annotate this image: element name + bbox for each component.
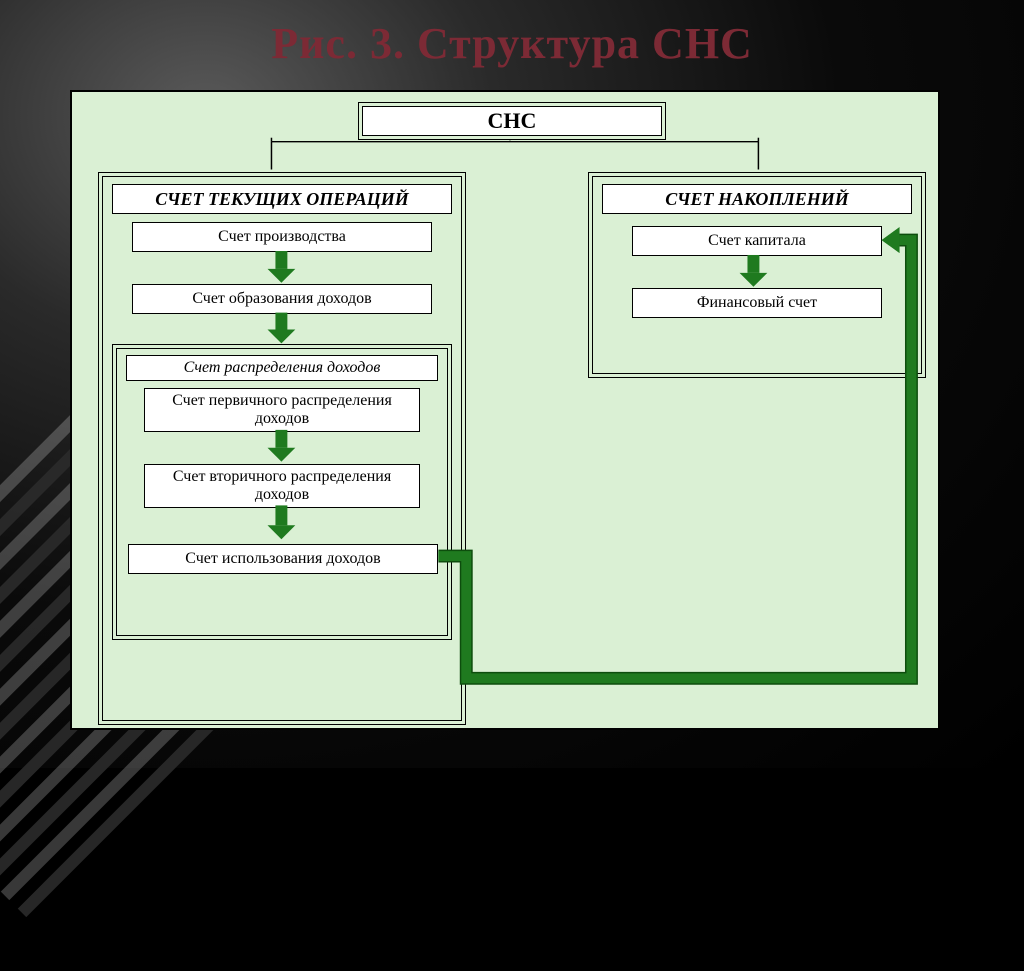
box-capital: Счет капитала (632, 226, 882, 256)
box-primary-label: Счет первичного распределения доходов (151, 392, 413, 429)
box-income-formation: Счет образования доходов (132, 284, 432, 314)
box-production: Счет производства (132, 222, 432, 252)
box-income-formation-label: Счет образования доходов (192, 290, 371, 308)
box-secondary-distribution: Счет вторичного распределения доходов (144, 464, 420, 508)
right-group-header: СЧЕТ НАКОПЛЕНИЙ (602, 184, 912, 214)
slide-title: Рис. 3. Структура СНС (0, 18, 1024, 69)
diagram-frame: СНС СЧЕТ ТЕКУЩИХ ОПЕРАЦИЙ Счет производс… (70, 90, 940, 730)
box-capital-label: Счет капитала (708, 232, 806, 250)
box-financial-label: Финансовый счет (697, 294, 817, 312)
root-label: СНС (488, 108, 537, 133)
box-income-use: Счет использования доходов (128, 544, 438, 574)
box-financial: Финансовый счет (632, 288, 882, 318)
box-production-label: Счет производства (218, 228, 346, 246)
subgroup-header-label: Счет распределения доходов (184, 359, 381, 377)
left-subgroup-header: Счет распределения доходов (126, 355, 438, 381)
box-primary-distribution: Счет первичного распределения доходов (144, 388, 420, 432)
left-group-header: СЧЕТ ТЕКУЩИХ ОПЕРАЦИЙ (112, 184, 452, 214)
right-header-label: СЧЕТ НАКОПЛЕНИЙ (665, 189, 848, 209)
box-secondary-label: Счет вторичного распределения доходов (151, 468, 413, 505)
left-header-label: СЧЕТ ТЕКУЩИХ ОПЕРАЦИЙ (155, 189, 408, 209)
box-income-use-label: Счет использования доходов (185, 550, 380, 568)
root-node: СНС (362, 106, 662, 136)
